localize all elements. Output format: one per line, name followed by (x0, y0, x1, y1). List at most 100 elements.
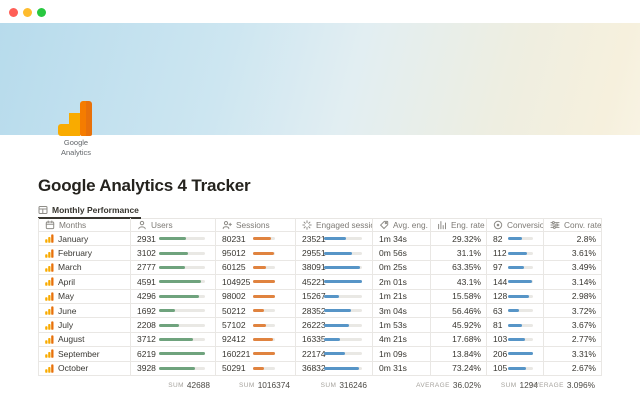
cell-conv_rate-row9[interactable]: 3.31% (544, 347, 601, 362)
cell-users-row4[interactable]: 4591 (131, 275, 216, 290)
cell-conversions-row5[interactable]: 128 (487, 289, 544, 304)
cell-conversions-row3[interactable]: 97 (487, 260, 544, 276)
cell-sessions-row8[interactable]: 92412 (216, 332, 296, 348)
cell-conversions-row2[interactable]: 112 (487, 246, 544, 261)
cell-avg_time-row10[interactable]: 0m 31s (373, 361, 431, 376)
cell-engaged-row7[interactable]: 26223 (296, 318, 373, 333)
cell-month-row6[interactable]: June (39, 303, 131, 319)
cell-conversions-row6[interactable]: 63 (487, 303, 544, 319)
cell-conversions-row1[interactable]: 82 (487, 232, 544, 247)
cell-month-row2[interactable]: February (39, 246, 131, 261)
column-header-sessions[interactable]: Sessions (216, 218, 296, 232)
cell-sessions-row5[interactable]: 98002 (216, 289, 296, 304)
cell-avg_time-row3[interactable]: 0m 25s (373, 260, 431, 276)
cell-users-row5[interactable]: 4296 (131, 289, 216, 304)
cell-avg_time-row7[interactable]: 1m 53s (373, 318, 431, 333)
cell-users-row7[interactable]: 2208 (131, 318, 216, 333)
cell-month-row3[interactable]: March (39, 260, 131, 276)
cell-conv_rate-row5[interactable]: 2.98% (544, 290, 601, 304)
cell-sessions-row9[interactable]: 160221 (216, 347, 296, 362)
cell-conv_rate-row4[interactable]: 3.14% (544, 275, 601, 290)
cell-eng_rate-row3[interactable]: 63.35% (431, 260, 487, 276)
cell-eng_rate-row7[interactable]: 45.92% (431, 318, 487, 333)
cell-sessions-row1[interactable]: 80231 (216, 232, 296, 247)
cell-eng_rate-row4[interactable]: 43.1% (431, 275, 487, 290)
cell-avg_time-row5[interactable]: 1m 21s (373, 289, 431, 304)
cell-eng_rate-row8[interactable]: 17.68% (431, 332, 487, 348)
cell-month-row1[interactable]: January (39, 232, 131, 247)
minimize-window-button[interactable] (23, 8, 32, 17)
cell-users-row10[interactable]: 3928 (131, 361, 216, 376)
column-header-users[interactable]: Users (131, 218, 216, 232)
cell-conversions-row7[interactable]: 81 (487, 318, 544, 333)
cell-users-row2[interactable]: 3102 (131, 246, 216, 261)
progress-bar-engaged (324, 237, 362, 241)
cell-sessions-row2[interactable]: 95012 (216, 246, 296, 261)
cell-users-row1[interactable]: 2931 (131, 232, 216, 247)
cell-conv_rate-row1[interactable]: 2.8% (544, 232, 601, 247)
footer-sum-conversions[interactable]: SUM 1294 (486, 378, 543, 393)
zoom-window-button[interactable] (37, 8, 46, 17)
cell-avg_time-row4[interactable]: 2m 01s (373, 275, 431, 290)
cell-conversions-row9[interactable]: 206 (487, 347, 544, 362)
cell-users-row8[interactable]: 3712 (131, 332, 216, 348)
cell-month-row7[interactable]: July (39, 318, 131, 333)
column-header-month[interactable]: Months (39, 218, 131, 232)
cell-engaged-row5[interactable]: 15267 (296, 289, 373, 304)
column-header-conv_rate[interactable]: Conv. rate (544, 218, 601, 232)
cell-conv_rate-row10[interactable]: 2.67% (544, 362, 601, 376)
column-header-avg_time[interactable]: Avg. eng. time (373, 218, 431, 232)
cell-users-row9[interactable]: 6219 (131, 347, 216, 362)
cell-conv_rate-row2[interactable]: 3.61% (544, 246, 601, 261)
cell-eng_rate-row1[interactable]: 29.32% (431, 232, 487, 247)
cell-avg_time-row9[interactable]: 1m 09s (373, 347, 431, 362)
cell-month-row10[interactable]: October (39, 361, 131, 376)
cell-users-row6[interactable]: 1692 (131, 303, 216, 319)
column-header-eng_rate[interactable]: Eng. rate (431, 218, 487, 232)
cell-sessions-row10[interactable]: 50291 (216, 361, 296, 376)
cell-engaged-row10[interactable]: 36832 (296, 361, 373, 376)
cell-eng_rate-row6[interactable]: 56.46% (431, 303, 487, 319)
cell-avg_time-row8[interactable]: 4m 21s (373, 332, 431, 348)
cell-engaged-row2[interactable]: 29551 (296, 246, 373, 261)
cell-month-row5[interactable]: May (39, 289, 131, 304)
cell-eng_rate-row2[interactable]: 31.1% (431, 246, 487, 261)
column-header-conversions[interactable]: Conversions (487, 218, 544, 232)
cell-engaged-row6[interactable]: 28352 (296, 303, 373, 319)
cell-eng_rate-row5[interactable]: 15.58% (431, 289, 487, 304)
cell-engaged-row3[interactable]: 38091 (296, 260, 373, 276)
cell-month-row8[interactable]: August (39, 332, 131, 348)
cell-sessions-row4[interactable]: 104925 (216, 275, 296, 290)
footer-sum-engaged[interactable]: SUM 316246 (295, 378, 372, 393)
cell-sessions-row7[interactable]: 57102 (216, 318, 296, 333)
cell-conv_rate-row6[interactable]: 3.72% (544, 304, 601, 319)
cell-engaged-row4[interactable]: 45221 (296, 275, 373, 290)
cell-month-row9[interactable]: September (39, 347, 131, 362)
cell-conv_rate-row7[interactable]: 3.67% (544, 318, 601, 333)
cell-conv_rate-row8[interactable]: 2.77% (544, 333, 601, 348)
cell-conv_rate-row3[interactable]: 3.49% (544, 261, 601, 276)
cell-conversions-row4[interactable]: 144 (487, 275, 544, 290)
cell-users-row3[interactable]: 2777 (131, 260, 216, 276)
cell-sessions-row6[interactable]: 50212 (216, 303, 296, 319)
close-window-button[interactable] (9, 8, 18, 17)
cell-month-row4[interactable]: April (39, 275, 131, 290)
footer-sum-users[interactable]: SUM 42688 (130, 378, 215, 393)
cell-eng_rate-row10[interactable]: 73.24% (431, 361, 487, 376)
cell-engaged-row9[interactable]: 22174 (296, 347, 373, 362)
cell-conversions-row8[interactable]: 103 (487, 332, 544, 348)
tab-monthly-performance[interactable]: Monthly Performance (38, 202, 141, 219)
footer-average-eng_rate[interactable]: AVERAGE 36.02% (416, 378, 486, 393)
progress-bar-sessions (253, 352, 275, 356)
cell-engaged-row8[interactable]: 16335 (296, 332, 373, 348)
cell-avg_time-row6[interactable]: 3m 04s (373, 303, 431, 319)
cell-conversions-row10[interactable]: 105 (487, 361, 544, 376)
cell-sessions-row3[interactable]: 60125 (216, 260, 296, 276)
footer-sum-sessions[interactable]: SUM 1016374 (215, 378, 295, 393)
cell-engaged-row1[interactable]: 23521 (296, 232, 373, 247)
footer-average-conv_rate[interactable]: AVERAGE 3.096% (530, 378, 600, 393)
cell-eng_rate-row9[interactable]: 13.84% (431, 347, 487, 362)
cell-avg_time-row2[interactable]: 0m 56s (373, 246, 431, 261)
cell-avg_time-row1[interactable]: 1m 34s (373, 232, 431, 247)
column-header-engaged[interactable]: Engaged sessions (296, 218, 373, 232)
